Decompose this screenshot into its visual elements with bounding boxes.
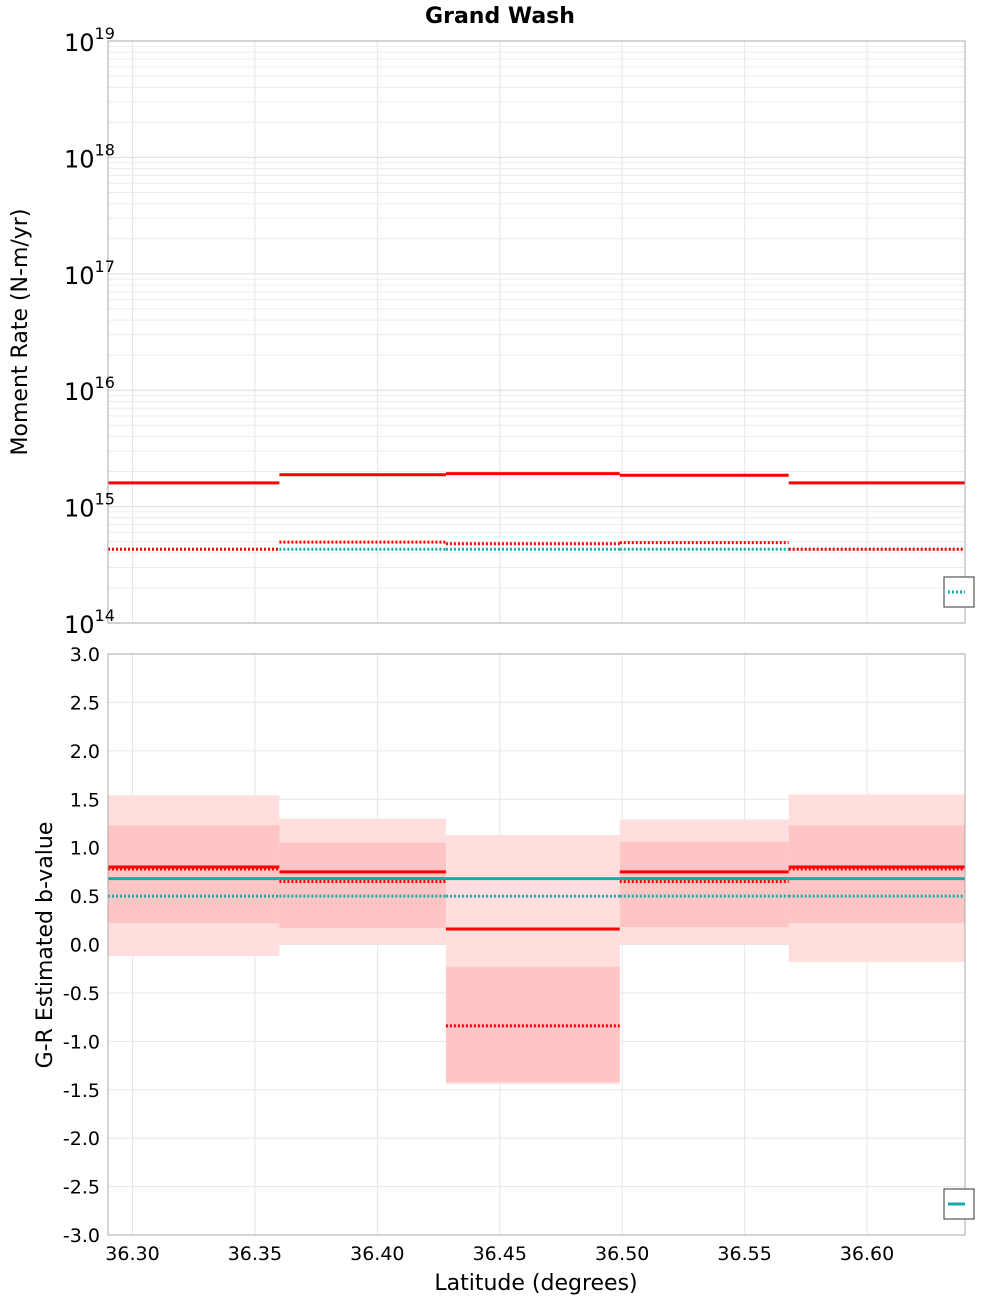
inner-band-1 <box>279 842 446 929</box>
bottom-ytick-label-3.0: 3.0 <box>70 644 100 666</box>
xtick-label-36.40: 36.40 <box>350 1243 404 1265</box>
inner-band-0 <box>108 825 280 924</box>
b-value-axis-label: G-R Estimated b-value <box>33 822 58 1069</box>
bottom-ytick-label-2.0: 2.0 <box>70 741 100 763</box>
xtick-label-36.55: 36.55 <box>717 1243 771 1265</box>
bottom-plot-frame <box>107 653 966 1236</box>
top-y-ticks: 1014 1015 1016 1017 1018 1019 <box>64 24 115 639</box>
bottom-ytick-label--3.0: -3.0 <box>63 1225 100 1247</box>
inner-band-2 <box>445 966 620 1083</box>
xtick-label-36.35: 36.35 <box>228 1243 282 1265</box>
bottom-ytick-label-1.5: 1.5 <box>70 789 100 811</box>
bottom-ytick-label--2.0: -2.0 <box>63 1128 100 1150</box>
moment-rate-axis-label: Moment Rate (N-m/yr) <box>8 209 33 456</box>
bottom-y-ticks: -3.0 -2.5 -2.0 -1.5 -1.0 -0.5 0.0 0.5 1.0 1.5 2.0 2… <box>63 644 100 1247</box>
xtick-label-36.45: 36.45 <box>473 1243 527 1265</box>
bottom-series <box>108 865 965 1028</box>
bottom-ytick-label--2.5: -2.5 <box>63 1177 100 1199</box>
top-grid <box>108 41 965 624</box>
top-ytick-label-18: 1018 <box>64 140 115 173</box>
xtick-label-36.50: 36.50 <box>595 1243 649 1265</box>
xtick-label-36.30: 36.30 <box>105 1243 159 1265</box>
bottom-legend-box <box>943 1188 975 1220</box>
inner-band-3 <box>619 841 789 928</box>
chart-title: Grand Wash <box>425 4 575 29</box>
bottom-ytick-label-2.5: 2.5 <box>70 692 100 714</box>
inner-band-4 <box>788 825 965 924</box>
top-legend-box <box>943 576 975 608</box>
latitude-axis-label: Latitude (degrees) <box>434 1271 637 1296</box>
bottom-ytick-label--0.5: -0.5 <box>63 983 100 1005</box>
moment-rate-panel: 1014 1015 1016 1017 1018 1019 Moment Rate (N-… <box>8 24 975 639</box>
top-ytick-label-19: 1019 <box>64 24 115 57</box>
top-ytick-label-16: 1016 <box>64 373 115 406</box>
bottom-bands <box>108 794 965 1084</box>
top-ytick-label-14: 1014 <box>64 606 115 639</box>
top-series <box>108 472 965 551</box>
top-ytick-label-15: 1015 <box>64 490 115 523</box>
bottom-ytick-label-1.0: 1.0 <box>70 838 100 860</box>
bottom-ytick-label-0.0: 0.0 <box>70 935 100 957</box>
top-ytick-label-17: 1017 <box>64 257 115 290</box>
bottom-ytick-label--1.0: -1.0 <box>63 1031 100 1053</box>
bottom-ytick-label--1.5: -1.5 <box>63 1080 100 1102</box>
top-plot-frame <box>107 40 966 624</box>
x-ticks: 36.30 36.35 36.40 36.45 36.50 36.55 36.60 <box>105 1243 894 1265</box>
bottom-ytick-label-0.5: 0.5 <box>70 886 100 908</box>
xtick-label-36.60: 36.60 <box>840 1243 894 1265</box>
b-value-panel: -3.0 -2.5 -2.0 -1.5 -1.0 -0.5 0.0 0.5 1.0 1.5 2.0 2… <box>33 644 975 1247</box>
